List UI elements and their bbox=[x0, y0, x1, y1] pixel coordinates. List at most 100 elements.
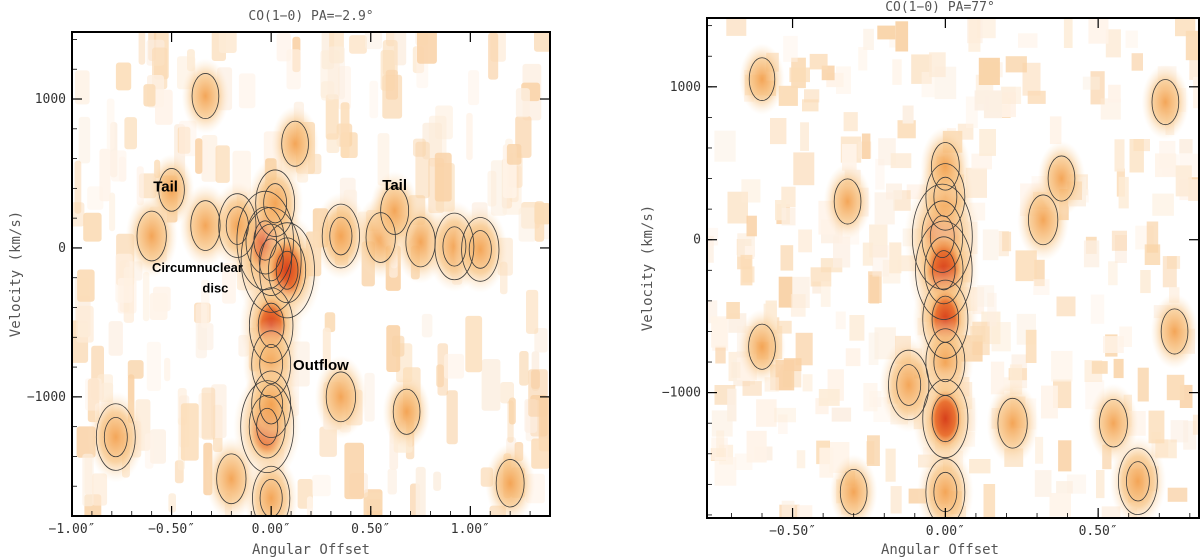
noise-patch bbox=[168, 493, 176, 513]
contour-line bbox=[158, 168, 185, 212]
contour-line bbox=[933, 176, 958, 217]
noise-patch bbox=[363, 492, 383, 511]
emission-blob bbox=[485, 443, 536, 516]
emission-blob bbox=[1150, 293, 1199, 370]
noise-patch bbox=[238, 73, 256, 109]
noise-patch bbox=[415, 466, 426, 516]
noise-patch bbox=[895, 21, 909, 52]
noise-patch bbox=[526, 289, 539, 334]
noise-patch bbox=[770, 118, 787, 145]
noise-patch bbox=[778, 414, 788, 434]
noise-patch bbox=[778, 85, 798, 106]
contour-line bbox=[321, 203, 360, 269]
noise-patch bbox=[325, 94, 339, 140]
noise-patch bbox=[734, 453, 753, 470]
contour-line bbox=[925, 458, 966, 518]
noise-patch bbox=[1041, 385, 1058, 419]
noise-patch bbox=[124, 117, 137, 150]
noise-patch bbox=[863, 383, 878, 412]
noise-patch bbox=[872, 245, 889, 277]
noise-patch bbox=[1103, 336, 1124, 353]
noise-patch bbox=[1162, 256, 1177, 288]
noise-patch bbox=[487, 170, 497, 207]
noise-patch bbox=[136, 166, 144, 206]
contour-line bbox=[922, 279, 969, 359]
panel-left-annotations: Tail Tail Circumnuclear disc Outflow bbox=[152, 177, 407, 374]
emission-blob bbox=[271, 106, 319, 182]
noise-patch bbox=[1193, 76, 1200, 109]
noise-patch bbox=[1167, 487, 1188, 502]
noise-patch bbox=[444, 353, 465, 379]
noise-patch bbox=[108, 321, 123, 356]
noise-patch bbox=[519, 351, 529, 386]
contour-line bbox=[251, 330, 292, 398]
noise-patch bbox=[385, 69, 398, 100]
annotation-label: disc bbox=[202, 281, 228, 296]
noise-patch bbox=[534, 328, 548, 353]
noise-patch bbox=[862, 242, 874, 266]
noise-patch bbox=[99, 148, 111, 202]
panel-right-y-label: Velocity (km/s) bbox=[640, 205, 656, 331]
noise-patch bbox=[831, 407, 852, 422]
noise-patch bbox=[364, 372, 375, 422]
noise-patch bbox=[731, 362, 741, 378]
noise-patch bbox=[742, 381, 762, 396]
y-tick-label: 0 bbox=[58, 241, 66, 256]
panel-right-title: CO(1−0) PA=77° bbox=[885, 0, 995, 15]
noise-patch bbox=[707, 227, 719, 246]
noise-patch bbox=[1152, 193, 1174, 216]
noise-patch bbox=[215, 145, 230, 183]
noise-patch bbox=[413, 138, 426, 157]
contour-line bbox=[259, 343, 284, 385]
contour-line bbox=[997, 397, 1028, 449]
noise-patch bbox=[1035, 436, 1044, 464]
noise-patch bbox=[312, 474, 331, 497]
contour-line bbox=[190, 200, 221, 251]
noise-patch bbox=[415, 141, 430, 199]
contour-line bbox=[1125, 461, 1150, 502]
noise-patch bbox=[782, 370, 802, 388]
noise-patch bbox=[1162, 154, 1179, 176]
noise-patch bbox=[465, 315, 483, 373]
noise-patch bbox=[508, 397, 516, 425]
noise-patch bbox=[179, 120, 197, 157]
panel-right-frame bbox=[706, 17, 1200, 519]
noise-patch bbox=[1034, 470, 1052, 497]
noise-patch bbox=[1101, 506, 1121, 518]
noise-patch bbox=[971, 153, 992, 170]
noise-patch bbox=[727, 388, 737, 422]
contour-line bbox=[1099, 398, 1128, 448]
noise-patch bbox=[867, 435, 880, 466]
annotation-label: Tail bbox=[382, 177, 407, 194]
noise-patch bbox=[1082, 76, 1100, 90]
noise-patch bbox=[1025, 329, 1037, 363]
contour-line bbox=[240, 380, 295, 474]
noise-patch bbox=[977, 285, 995, 307]
noise-patch bbox=[998, 231, 1009, 257]
noise-patch bbox=[76, 305, 94, 343]
noise-patch bbox=[1056, 481, 1073, 494]
contour-line bbox=[921, 200, 964, 273]
contour-line bbox=[748, 323, 776, 370]
noise-patch bbox=[481, 359, 501, 411]
noise-patch bbox=[344, 442, 364, 500]
contour-line bbox=[258, 238, 284, 282]
contour-line bbox=[257, 302, 285, 348]
panel-left-title: CO(1−0) PA=−2.9° bbox=[248, 9, 373, 24]
contour-line bbox=[833, 178, 862, 225]
noise-patch bbox=[1192, 414, 1200, 435]
noise-patch bbox=[812, 281, 822, 294]
noise-patch bbox=[802, 99, 819, 112]
noise-patch bbox=[744, 246, 755, 259]
noise-patch bbox=[789, 67, 810, 83]
contour-line bbox=[251, 370, 292, 439]
annotation-label: Outflow bbox=[293, 357, 349, 374]
noise-patch bbox=[800, 122, 809, 151]
emission-blob bbox=[382, 374, 431, 450]
noise-patch bbox=[1185, 30, 1200, 61]
noise-patch bbox=[78, 116, 91, 164]
noise-patch bbox=[155, 89, 173, 125]
noise-patch bbox=[991, 322, 1011, 352]
noise-patch bbox=[515, 88, 530, 118]
noise-patch bbox=[446, 390, 458, 445]
